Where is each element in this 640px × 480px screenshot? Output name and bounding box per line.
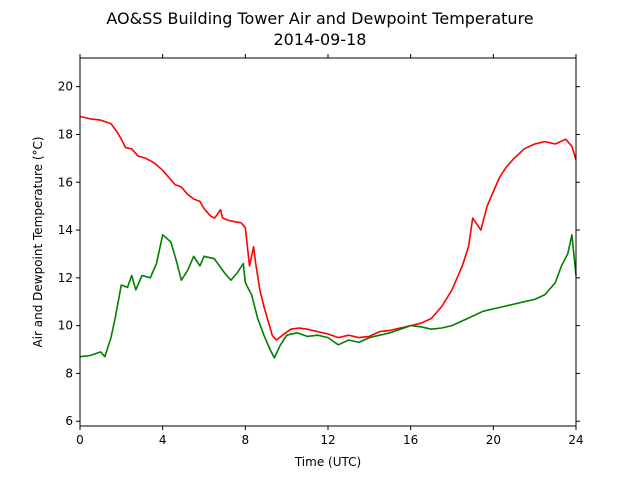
x-tick-label: 12 xyxy=(320,433,335,447)
series-layer xyxy=(79,115,577,359)
series-line-dewpoint xyxy=(79,234,577,359)
plot-frame xyxy=(79,57,577,427)
ticks-layer: 0 4 8 12 16 20 24 6 8 10 12 14 16 18 20 xyxy=(58,54,584,447)
y-tick-label: 6 xyxy=(65,414,73,428)
chart-title: AO&SS Building Tower Air and Dewpoint Te… xyxy=(106,9,533,28)
y-tick-label: 10 xyxy=(58,319,73,333)
y-tick-label: 20 xyxy=(58,80,73,94)
y-tick-label: 8 xyxy=(65,366,73,380)
series-line-air xyxy=(79,115,577,341)
y-tick-label: 16 xyxy=(58,175,73,189)
x-tick-label: 24 xyxy=(568,433,583,447)
x-tick-label: 16 xyxy=(403,433,418,447)
x-tick-label: 20 xyxy=(486,433,501,447)
y-tick-label: 12 xyxy=(58,271,73,285)
x-axis-label: Time (UTC) xyxy=(294,455,361,469)
x-tick-label: 8 xyxy=(242,433,250,447)
y-tick-label: 18 xyxy=(58,127,73,141)
chart-subtitle: 2014-09-18 xyxy=(274,30,367,49)
y-axis-label: Air and Dewpoint Temperature (°C) xyxy=(31,136,45,347)
x-tick-label: 4 xyxy=(159,433,167,447)
x-tick-label: 0 xyxy=(76,433,84,447)
y-tick-label: 14 xyxy=(58,223,73,237)
